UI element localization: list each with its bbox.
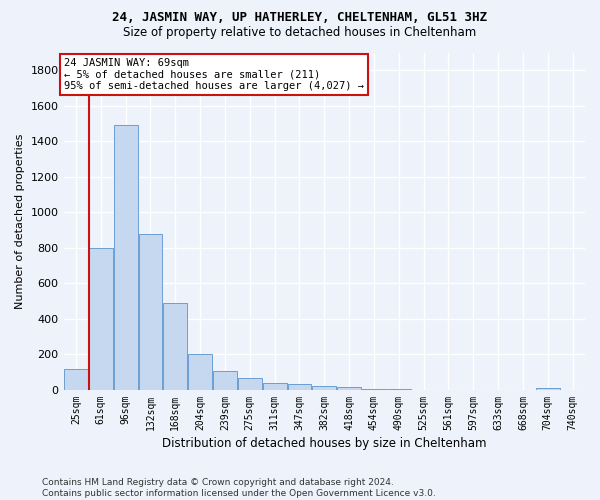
Y-axis label: Number of detached properties: Number of detached properties	[15, 134, 25, 309]
Bar	[64, 368, 88, 390]
Text: Contains HM Land Registry data © Crown copyright and database right 2024.
Contai: Contains HM Land Registry data © Crown c…	[42, 478, 436, 498]
Bar	[362, 388, 386, 390]
Bar	[213, 372, 237, 390]
Bar	[188, 354, 212, 390]
Bar	[114, 126, 137, 390]
Text: Size of property relative to detached houses in Cheltenham: Size of property relative to detached ho…	[124, 26, 476, 39]
X-axis label: Distribution of detached houses by size in Cheltenham: Distribution of detached houses by size …	[162, 437, 487, 450]
Bar	[337, 388, 361, 390]
Bar	[287, 384, 311, 390]
Bar	[263, 383, 287, 390]
Bar	[313, 386, 336, 390]
Bar	[238, 378, 262, 390]
Text: 24 JASMIN WAY: 69sqm
← 5% of detached houses are smaller (211)
95% of semi-detac: 24 JASMIN WAY: 69sqm ← 5% of detached ho…	[64, 58, 364, 91]
Bar	[89, 248, 113, 390]
Text: 24, JASMIN WAY, UP HATHERLEY, CHELTENHAM, GL51 3HZ: 24, JASMIN WAY, UP HATHERLEY, CHELTENHAM…	[113, 11, 487, 24]
Bar	[163, 303, 187, 390]
Bar	[536, 388, 560, 390]
Bar	[139, 234, 163, 390]
